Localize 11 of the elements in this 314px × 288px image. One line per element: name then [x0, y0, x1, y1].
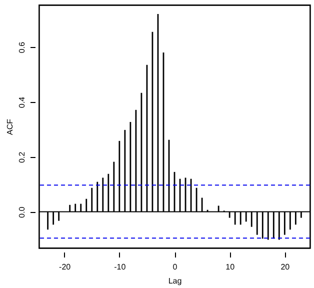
- y-tick-label: 0.0: [18, 206, 26, 218]
- x-tick-label: 0: [172, 262, 178, 272]
- x-tick-label: -10: [114, 262, 126, 272]
- y-tick-label: 0.4: [18, 96, 26, 108]
- x-tick-label: 20: [280, 262, 290, 272]
- x-tick-label: 10: [226, 262, 236, 272]
- x-tick-label: -20: [59, 262, 72, 272]
- x-axis-title: Lag: [168, 276, 182, 286]
- y-tick-label: 0.2: [18, 151, 26, 163]
- y-tick-label: 0.6: [18, 41, 26, 54]
- y-axis-title: ACF: [6, 118, 14, 135]
